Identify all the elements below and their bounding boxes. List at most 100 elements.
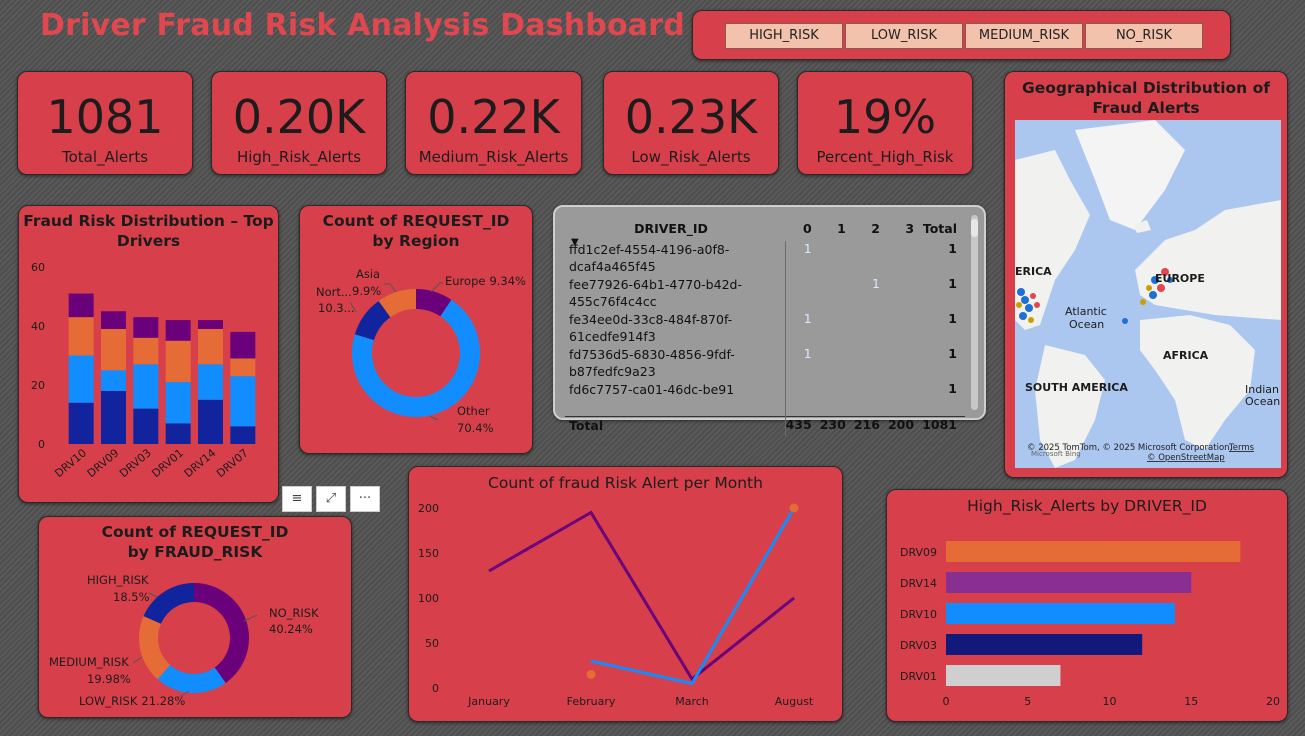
donut-slice[interactable] [194,583,249,683]
y-tick-label: 40 [31,320,45,333]
map-label-south-america: SOUTH AMERICA [1025,381,1128,394]
leader-line [430,282,443,293]
col-header-driver-id[interactable]: ▼ DRIVER_ID [571,220,708,249]
bar-segment[interactable] [68,402,94,444]
bar-segment[interactable] [68,317,94,356]
h-bar[interactable] [946,634,1143,655]
matrix-row[interactable]: fd6c7757-ca01-46dc-be91 1 [565,381,965,416]
focus-mode-icon[interactable]: ⤢ [316,486,346,512]
matrix-row[interactable]: fe34ee0d-33c8-484f-870f- 61cedfe914f3 1 1 [565,311,965,346]
h-bar[interactable] [946,541,1241,562]
slice-label-asia: Asia [356,267,380,281]
leader-line [349,301,357,313]
driver-id-line-1: fee77926-64b1-4770-b42d- [569,277,742,292]
donut-slice[interactable] [139,616,171,680]
bar-segment[interactable] [133,337,159,365]
bar-segment[interactable] [165,340,191,383]
slicer-option-medium-risk[interactable]: MEDIUM_RISK [965,23,1083,49]
bar-segment[interactable] [230,358,256,377]
kpi-high-risk-alerts[interactable]: 0.20K High_Risk_Alerts [211,71,387,175]
cell-c3 [888,381,922,416]
donut-slice[interactable] [143,583,194,624]
kpi-medium-risk-alerts[interactable]: 0.22K Medium_Risk_Alerts [405,71,582,175]
more-options-icon[interactable]: ··· [350,486,380,512]
donut-slice[interactable] [352,299,480,417]
y-tick-label: 200 [418,502,439,515]
donut-slice[interactable] [378,289,416,318]
series-line[interactable] [488,510,795,682]
matrix-total-row: Total 435 230 216 200 1081 [565,415,965,436]
region-donut-card[interactable]: Count of REQUEST_ID by Region Europe 9.34… [299,205,533,454]
top-drivers-chart-card[interactable]: Fraud Risk Distribution – Top Drivers 0 2… [18,205,279,503]
bar-segment[interactable] [198,364,223,400]
bar-segment[interactable] [68,355,94,403]
driver-id-line-2: 455c76f4c4cc [569,294,657,309]
col-header-3[interactable]: 3 [905,220,915,236]
filter-icon[interactable]: ≡ [282,486,312,512]
bar-segment[interactable] [133,408,159,444]
fraud-risk-donut-card[interactable]: Count of REQUEST_ID by FRAUD_RISK NO_RIS… [38,516,352,718]
high-risk-driver-card[interactable]: High_Risk_Alerts by DRIVER_ID DRV09 DRV14… [886,489,1288,722]
donut-slice[interactable] [354,300,391,341]
slicer-option-no-risk[interactable]: NO_RISK [1085,23,1203,49]
bar-segment[interactable] [165,382,191,424]
h-bar[interactable] [946,603,1175,624]
slicer-option-high-risk[interactable]: HIGH_RISK [725,23,843,49]
map-canvas[interactable]: ERICA EUROPE Atlantic Ocean AFRICA SOUTH… [1015,120,1281,468]
driver-id-cell: fee77926-64b1-4770-b42d- 455c76f4c4cc [565,276,785,311]
kpi-low-risk-alerts[interactable]: 0.23K Low_Risk_Alerts [603,71,779,175]
leader-line [384,283,397,293]
matrix-row[interactable]: fd7536d5-6830-4856-9fdf-b87fedfc9a23 1 1 [565,346,965,381]
y-tick-label: 50 [425,637,439,650]
matrix-scrollbar[interactable] [971,215,978,410]
driver-id-cell: fe34ee0d-33c8-484f-870f- 61cedfe914f3 [565,311,785,346]
line-marker[interactable] [789,503,799,513]
kpi-label: Total_Alerts [61,148,149,166]
kpi-label: Medium_Risk_Alerts [418,148,569,166]
bar-segment[interactable] [101,370,126,391]
driver-matrix[interactable]: ▼ DRIVER_ID 0 1 2 3 Total ffd1c2ef-4554-4… [553,205,986,436]
bar-segment[interactable] [101,328,126,371]
bar-segment[interactable] [230,331,256,359]
slicer-option-low-risk[interactable]: LOW_RISK [845,23,963,49]
h-bar[interactable] [946,572,1192,593]
bar-segment[interactable] [101,311,126,329]
bar-segment[interactable] [230,426,256,444]
monthly-line-card[interactable]: Count of fraud Risk Alert per Month 0 50 1… [408,466,843,722]
kpi-total-alerts[interactable]: 1081 Total_Alerts [17,71,193,175]
cell-c3 [888,241,922,276]
map-card[interactable]: Geographical Distribution of Fraud Alert… [1004,71,1288,478]
col-header-2[interactable]: 2 [871,220,880,236]
matrix-row[interactable]: ffd1c2ef-4554-4196-a0f8- dcaf4a465f45 1 1 [565,241,965,276]
map-label-atlantic-1: Atlantic [1065,305,1107,318]
line-marker[interactable] [586,670,596,679]
bar-segment[interactable] [133,317,159,338]
bar-segment[interactable] [68,293,94,318]
series-line[interactable] [590,507,796,686]
kpi-percent-high-risk[interactable]: 19% Percent_High_Risk [797,71,973,175]
col-header-1[interactable]: 1 [837,220,846,236]
bar-segment[interactable] [101,390,126,444]
col-header-0[interactable]: 0 [802,220,812,236]
driver-id-cell: fd7536d5-6830-4856-9fdf-b87fedfc9a23 [565,346,785,381]
donut-slice[interactable] [416,289,452,317]
col-header-total[interactable]: Total [922,220,957,236]
matrix-scroll-thumb[interactable] [971,219,978,237]
kpi-value: 0.20K [232,90,366,144]
bar-segment[interactable] [165,423,191,444]
leader-line [243,614,258,622]
h-bar[interactable] [946,665,1061,686]
x-tick-label: DRV14 [182,446,219,480]
bar-segment[interactable] [198,399,223,444]
slice-label-high-risk: HIGH_RISK [87,573,149,587]
bar-segment[interactable] [230,376,256,427]
bar-segment[interactable] [198,320,223,329]
bar-segment[interactable] [133,364,159,409]
bar-segment[interactable] [165,320,191,341]
cell-total: 1 [948,311,957,326]
matrix-row[interactable]: fee77926-64b1-4770-b42d- 455c76f4c4cc 1 1 [565,276,965,311]
sort-icon[interactable]: ▼ [571,237,579,248]
donut-slice[interactable] [157,664,226,693]
fraud-risk-donut-chart: NO_RISK 40.24% LOW_RISK 21.28% MEDIUM_RISK 19… [49,573,319,708]
bar-segment[interactable] [198,328,223,365]
